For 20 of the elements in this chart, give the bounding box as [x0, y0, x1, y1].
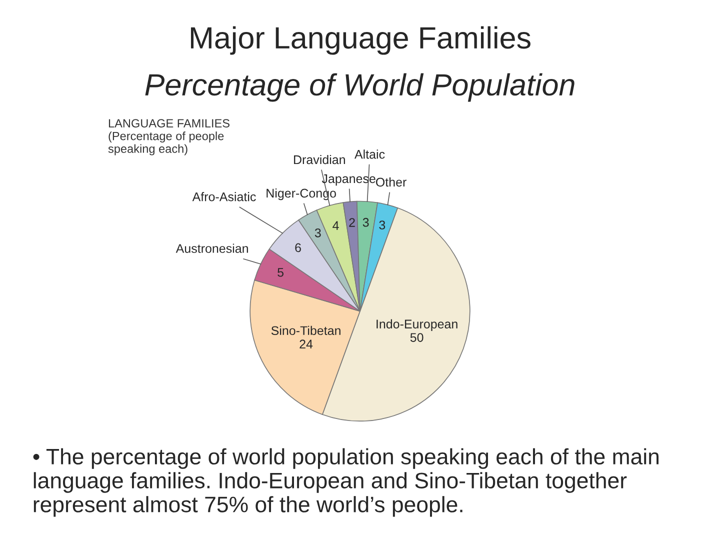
data-label: 4 [332, 221, 339, 230]
data-label: 3 [362, 218, 369, 227]
data-label: 24 [300, 340, 313, 348]
slice-label: Sino-Tibetan [271, 326, 340, 336]
slice-label: Austronesian [176, 244, 248, 253]
data-label: 6 [295, 243, 301, 252]
chart-subtitle: Percentage of World Population [145, 73, 574, 102]
data-label: 3 [314, 228, 321, 238]
slice-label: Indo-European [376, 319, 458, 331]
chart-title: Major Language Families [190, 26, 530, 55]
data-label: 50 [410, 333, 424, 342]
slice-label: Altaic [354, 150, 385, 159]
slice-label: Other [376, 177, 406, 187]
slice-label: Dravidian [294, 154, 345, 164]
data-label: 5 [278, 268, 284, 277]
text: LANGUAGE FAMILIES (Percentage of people speaking each) [108, 119, 230, 156]
slice-label: Afro-Asiatic [192, 192, 256, 202]
data-label: 3 [379, 220, 386, 230]
text: • The percentage of world population speaking each of the main language families. Indo-European and Sino-Tibetan together represent almost 75% of the world’s people. [33, 448, 659, 517]
data-label: 2 [349, 218, 355, 227]
